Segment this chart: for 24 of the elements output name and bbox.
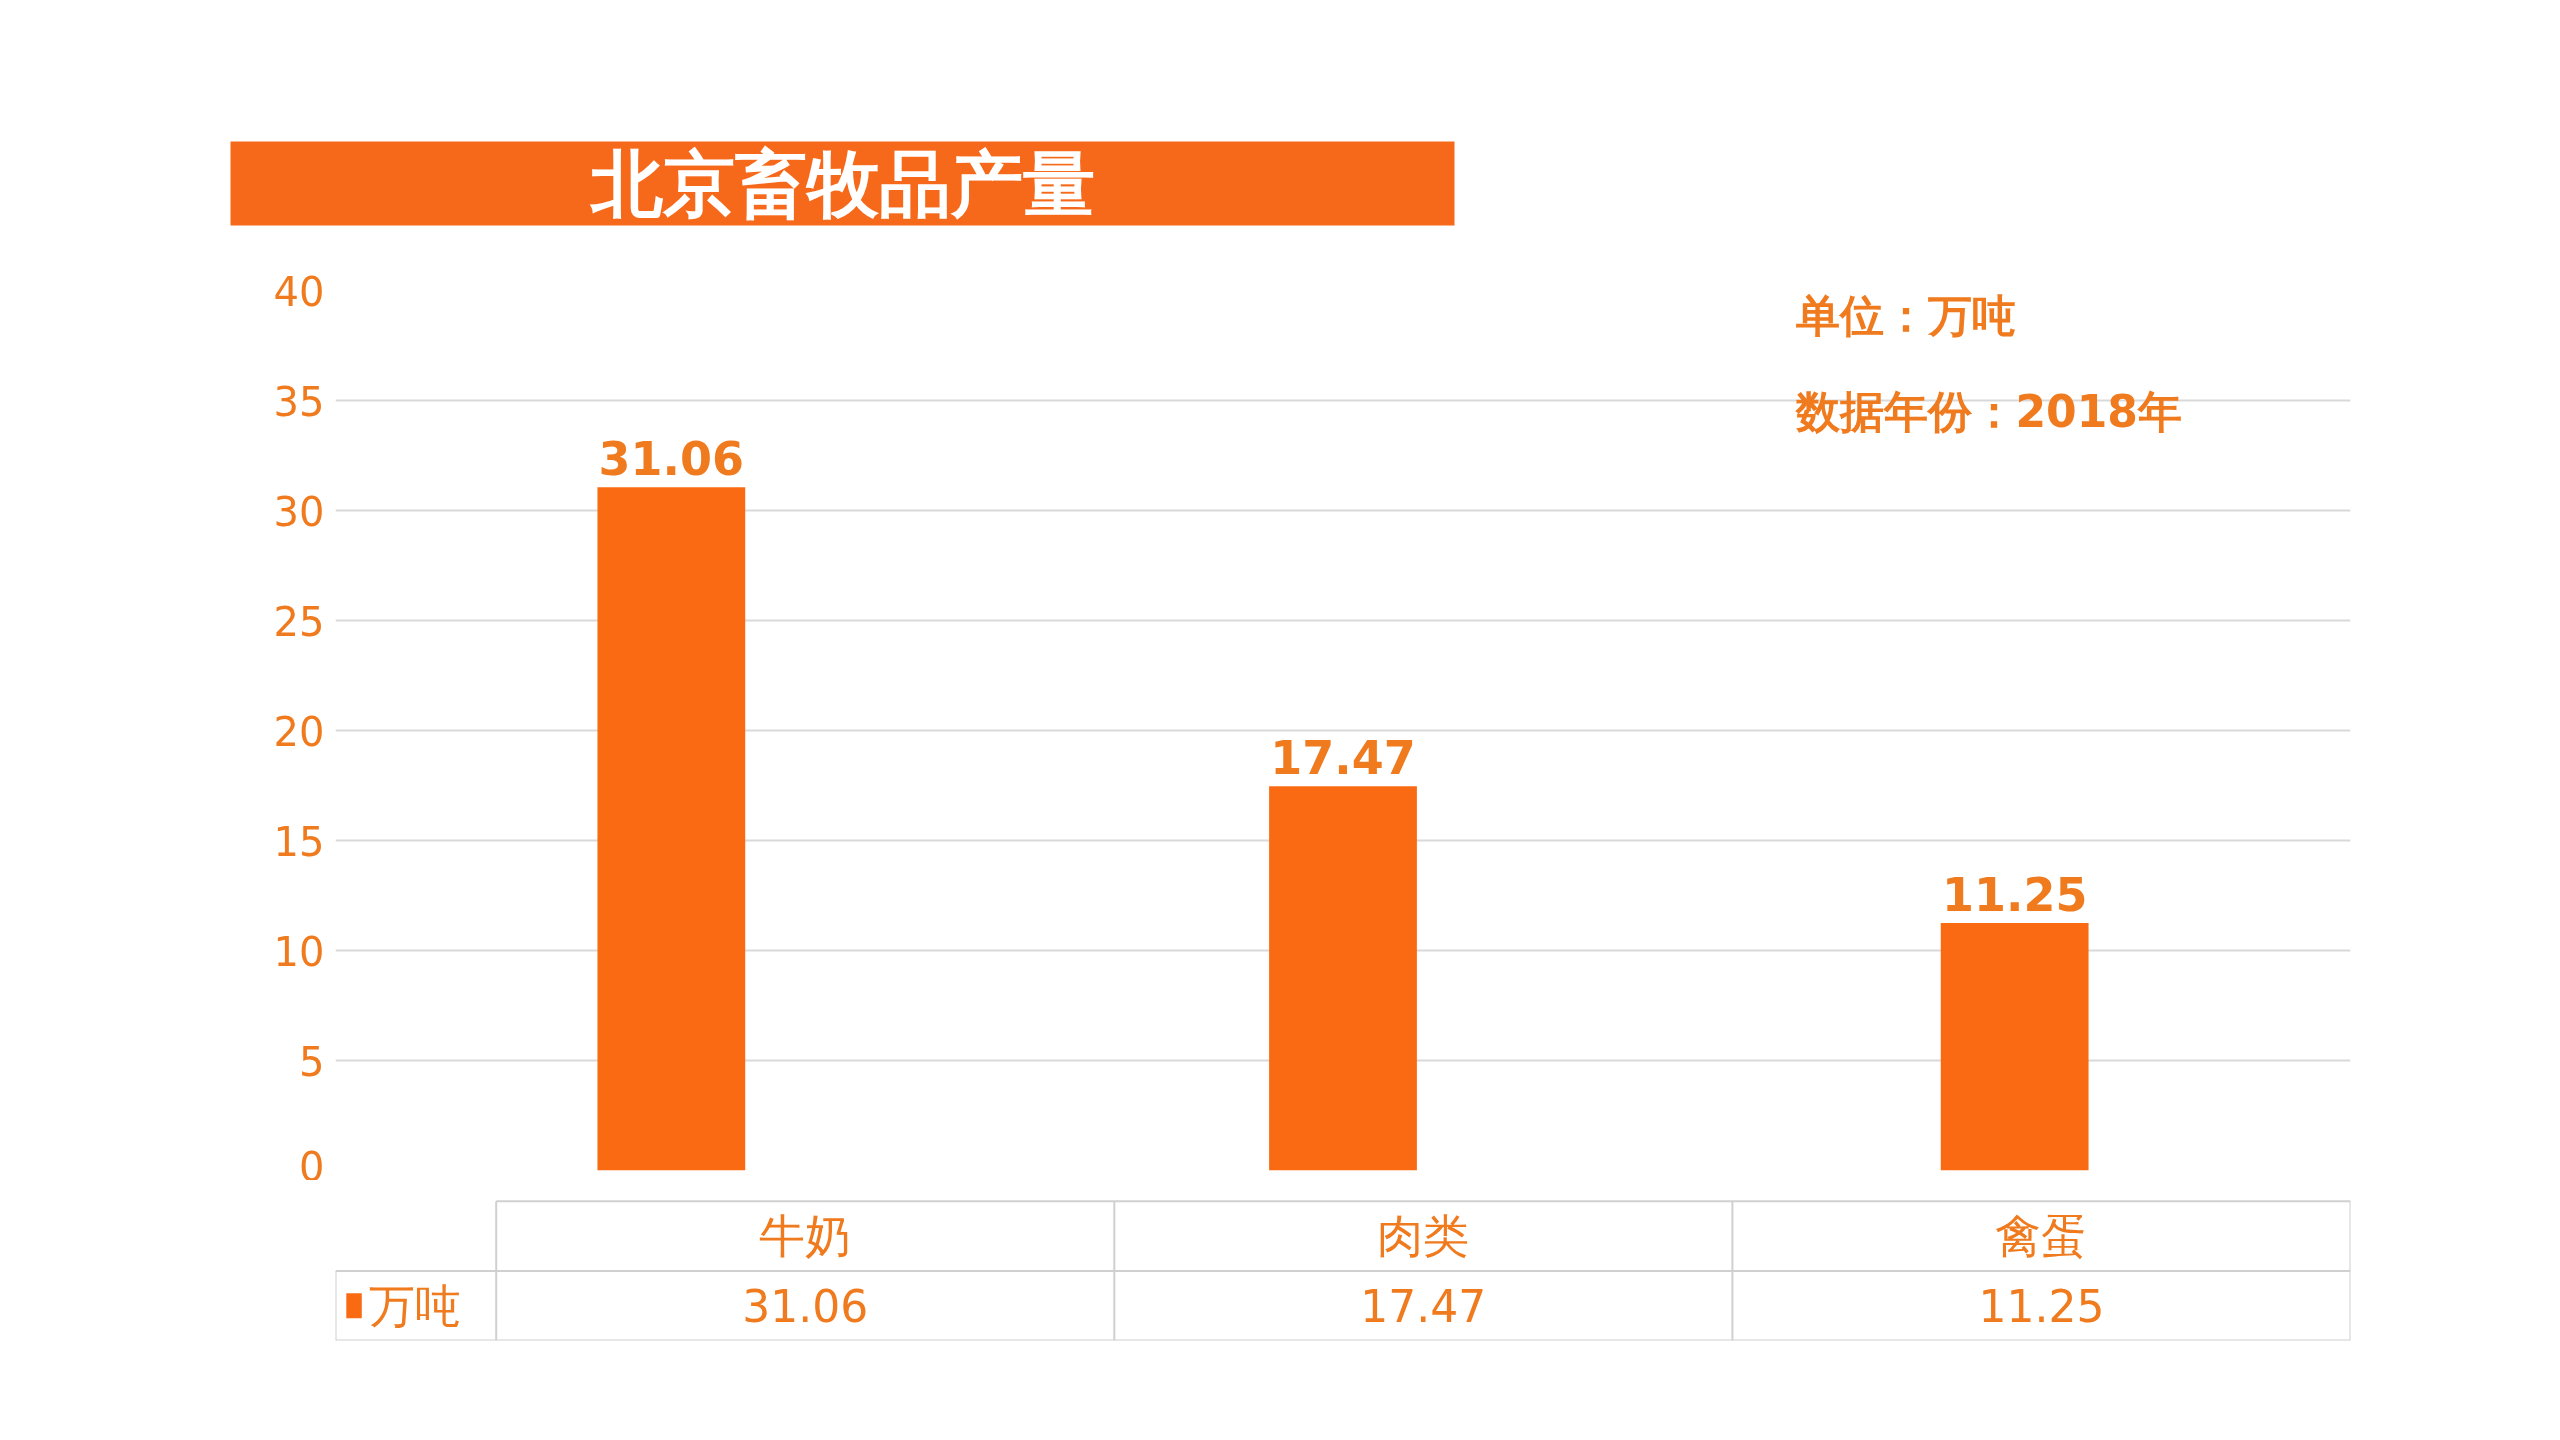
data-label: 17.47 (1360, 1281, 1487, 1333)
y-tick-label: 10 (273, 928, 325, 975)
data-label: 11.25 (1978, 1281, 2105, 1333)
text: 11.25 (1941, 868, 2088, 922)
y-tick-label: 15 (273, 818, 325, 865)
x-tick-label: 肉类 (1377, 1209, 1470, 1264)
text: 17.47 (1270, 731, 1416, 786)
legend-label: 万吨 (369, 1278, 462, 1333)
y-tick-label: 25 (273, 598, 325, 645)
x-tick-label: 禽蛋 (1995, 1209, 2088, 1264)
y-tick-label: 35 (273, 378, 325, 425)
y-tick-label: 30 (273, 488, 325, 535)
y-tick-label: 40 (273, 268, 325, 315)
text: 31.06 (598, 432, 745, 487)
bar (1269, 786, 1417, 1171)
annotation: 数据年份：2018年 (1794, 385, 2182, 437)
annotation: 单位：万吨 (1794, 289, 2016, 341)
y-tick-label: 20 (273, 708, 325, 755)
bar (1940, 923, 2089, 1171)
data-label: 31.06 (742, 1281, 869, 1333)
x-tick-label: 牛奶 (759, 1209, 852, 1264)
chart-title: 北京畜牧品产量 (230, 141, 1455, 226)
y-tick-label: 5 (299, 1038, 325, 1085)
bar (597, 487, 746, 1171)
